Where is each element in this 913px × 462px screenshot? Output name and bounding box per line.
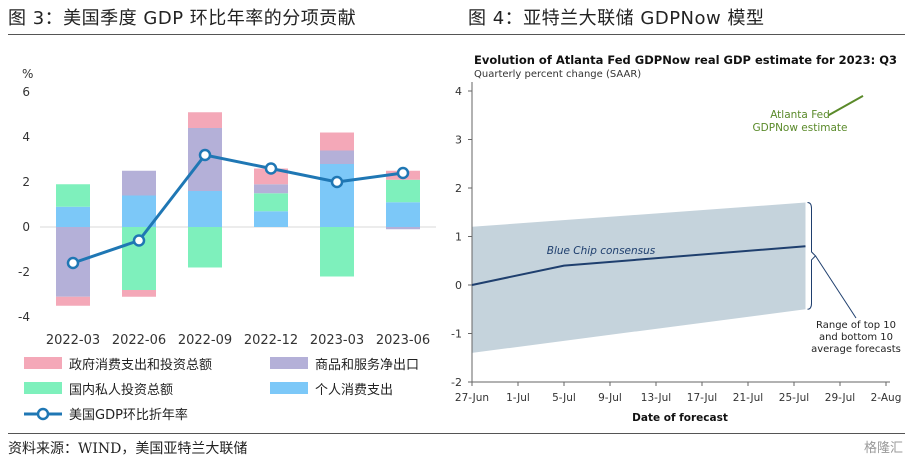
legend-swatch xyxy=(24,382,62,394)
y-tick-label: 4 xyxy=(455,85,462,98)
source-note: 资料来源：WIND，美国亚特兰大联储 xyxy=(8,441,248,457)
x-tick-label: 17-Jul xyxy=(687,392,717,404)
y-tick-label: 3 xyxy=(455,134,462,147)
gdpnow-subtitle: Quarterly percent change (SAAR) xyxy=(474,69,641,80)
x-tick-label: 1-Jul xyxy=(506,392,530,404)
bar-segment xyxy=(320,227,354,277)
legend-label: 国内私人投资总额 xyxy=(69,382,173,398)
gdpnow-title: Evolution of Atlanta Fed GDPNow real GDP… xyxy=(474,53,897,67)
figure-4-title: 图 4：亚特兰大联储 GDPNow 模型 xyxy=(468,8,765,29)
x-tick-label: 25-Jul xyxy=(779,392,809,404)
y-tick-label: -1 xyxy=(451,328,462,341)
figure-3-title: 图 3：美国季度 GDP 环比年率的分项贡献 xyxy=(8,8,357,29)
bar-segment xyxy=(188,112,222,128)
x-tick-label: 2023-03 xyxy=(310,333,364,348)
x-tick-label: 9-Jul xyxy=(598,392,622,404)
legend-swatch xyxy=(270,382,308,394)
bar-segment xyxy=(254,168,288,185)
range-label: average forecasts xyxy=(811,344,901,355)
y-tick-label: 0 xyxy=(22,220,30,234)
bar-segment xyxy=(188,191,222,227)
bar-segment xyxy=(320,164,354,227)
gdp-point xyxy=(330,175,344,189)
gdpnow-label: Atlanta Fed xyxy=(770,109,830,121)
range-leader-line xyxy=(815,255,857,319)
y-tick-label: 4 xyxy=(22,130,30,144)
y-tick-label: -2 xyxy=(18,265,30,279)
y-tick-label: 2 xyxy=(22,175,30,189)
y-axis-unit: % xyxy=(22,67,33,81)
gdp-point xyxy=(132,234,146,247)
y-tick-label: 6 xyxy=(22,85,30,99)
x-tick-label: 2022-06 xyxy=(112,333,166,348)
bar-segment xyxy=(122,195,156,227)
bottom-rule xyxy=(8,433,905,434)
forecast-range-band xyxy=(472,202,806,353)
x-tick-label: 2022-09 xyxy=(178,333,232,348)
x-tick-label: 2-Aug xyxy=(871,392,902,404)
gdp-point xyxy=(198,148,212,162)
bar-segment xyxy=(254,193,288,212)
range-label: Range of top 10 xyxy=(816,320,896,331)
range-bracket xyxy=(807,202,817,310)
legend-label: 个人消费支出 xyxy=(315,383,393,398)
legend-label: 商品和服务净出口 xyxy=(315,357,419,373)
gdpnow-label: GDPNow estimate xyxy=(753,122,848,134)
x-tick-label: 29-Jul xyxy=(825,392,855,404)
top-rule xyxy=(8,34,905,35)
legend-label: 美国GDP环比折年率 xyxy=(69,407,188,423)
bar-segment xyxy=(386,179,420,203)
legend-swatch xyxy=(24,357,62,369)
bar-segment xyxy=(56,184,90,207)
y-tick-label: 0 xyxy=(455,279,462,292)
range-label: and bottom 10 xyxy=(819,332,893,343)
gdp-point xyxy=(66,256,80,270)
legend-swatch xyxy=(270,357,308,369)
x-tick-label: 2023-06 xyxy=(376,333,430,348)
gdp-line xyxy=(72,153,404,265)
bar-segment xyxy=(56,296,90,306)
legend-label: 政府消费支出和投资总额 xyxy=(69,357,212,373)
gdpnow-line xyxy=(828,94,864,117)
bar-segment xyxy=(188,227,222,268)
bar-segment xyxy=(122,290,156,297)
gdp-point xyxy=(396,166,410,180)
bar-segment xyxy=(320,150,354,164)
bluechip-line xyxy=(471,245,806,286)
bar-segment xyxy=(386,227,420,230)
x-tick-label: 13-Jul xyxy=(641,392,671,404)
y-tick-label: 2 xyxy=(455,182,462,195)
x-tick-label: 2022-03 xyxy=(46,333,100,348)
bar-segment xyxy=(386,202,420,227)
bar-segment xyxy=(320,132,354,151)
x-tick-label: 27-Jun xyxy=(455,392,489,404)
y-tick-label: -2 xyxy=(451,376,462,389)
bluechip-label: Blue Chip consensus xyxy=(547,245,656,257)
y-tick-label: 1 xyxy=(455,231,462,244)
watermark: 格隆汇 xyxy=(863,441,903,456)
bar-segment xyxy=(254,211,288,227)
y-tick-label: -4 xyxy=(18,310,30,324)
x-tick-label: 21-Jul xyxy=(733,392,763,404)
bar-segment xyxy=(56,206,90,227)
x-axis-title: Date of forecast xyxy=(632,412,728,424)
bar-segment xyxy=(122,170,156,196)
x-tick-label: 5-Jul xyxy=(552,392,576,404)
bar-segment xyxy=(254,184,288,194)
legend-point-swatch xyxy=(36,407,50,421)
x-tick-label: 2022-12 xyxy=(244,333,298,348)
gdp-point xyxy=(264,162,278,175)
